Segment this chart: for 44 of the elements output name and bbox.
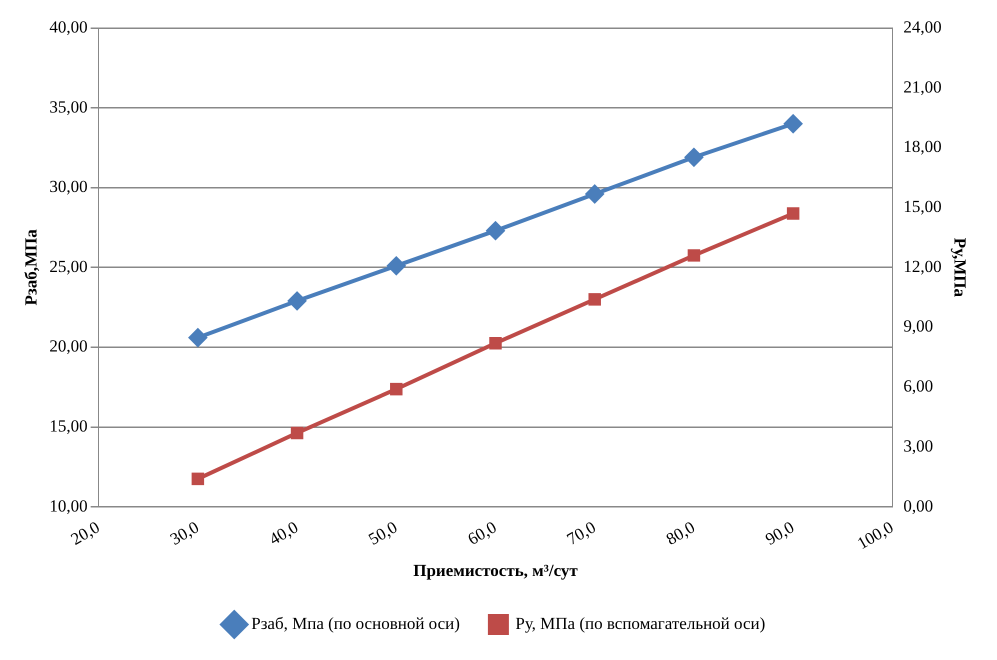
point xyxy=(387,256,406,275)
y-tick-label: 15,00 xyxy=(49,416,88,436)
y2-tick-label: 6,00 xyxy=(903,376,934,396)
legend-label: Ру, МПа (по вспомагательной оси) xyxy=(515,614,766,633)
point xyxy=(786,207,800,220)
x-tick-label: 30,0 xyxy=(166,518,202,549)
y2-tick-label: 24,00 xyxy=(903,17,942,36)
x-tick-label: 40,0 xyxy=(266,518,302,549)
x-tick-label: 70,0 xyxy=(564,518,599,549)
point xyxy=(192,472,204,486)
x-axis-title: Приемистость, м³/сут xyxy=(413,561,578,580)
y-tick-label: 40,00 xyxy=(49,17,88,36)
point xyxy=(784,114,802,133)
point xyxy=(489,336,502,350)
legend-label: Рзаб, Мпа (по основной оси) xyxy=(251,614,460,633)
point xyxy=(684,148,703,166)
y2-axis-title: Ру,МПа xyxy=(950,238,970,298)
x-tick-label: 100,0 xyxy=(854,518,897,554)
y2-tick-label: 9,00 xyxy=(903,316,934,336)
y2-tick-label: 3,00 xyxy=(903,436,934,456)
y-tick-label: 20,00 xyxy=(49,336,88,356)
x-tick-label: 50,0 xyxy=(365,518,401,549)
x-tick-label: 60,0 xyxy=(464,518,500,549)
x-tick-label: 20,0 xyxy=(68,518,103,549)
point xyxy=(486,222,504,240)
y2-tick-label: 15,00 xyxy=(903,197,942,216)
point xyxy=(688,249,700,262)
point xyxy=(288,292,306,310)
point xyxy=(390,382,403,396)
y2-tick-label: 12,00 xyxy=(903,256,942,276)
x-tick-label: 80,0 xyxy=(662,518,698,549)
y-tick-label: 10,00 xyxy=(49,496,88,516)
x-tick-label: 90,0 xyxy=(762,518,798,549)
y-tick-label: 25,00 xyxy=(49,256,88,276)
y2-tick-label: 18,00 xyxy=(903,137,942,156)
y2-tick-label: 21,00 xyxy=(903,77,942,96)
point xyxy=(586,184,604,203)
y-tick-label: 30,00 xyxy=(49,177,88,196)
y2-tick-label: 0,00 xyxy=(903,496,934,516)
y-axis-title: Рзаб,МПа xyxy=(22,228,41,306)
point xyxy=(290,426,304,440)
y-tick-label: 35,00 xyxy=(49,97,88,116)
point xyxy=(188,328,207,347)
point xyxy=(588,293,601,306)
